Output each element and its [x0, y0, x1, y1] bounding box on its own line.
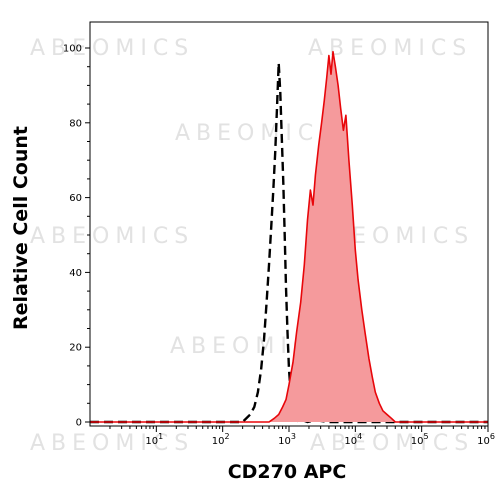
- watermark-text: ABEOMICS: [310, 431, 474, 456]
- y-tick-label: 20: [69, 343, 82, 354]
- watermark-text: ABEOMICS: [175, 121, 339, 146]
- x-tick-label: 103: [278, 432, 296, 447]
- watermark-text: ABEOMICS: [30, 431, 194, 456]
- x-tick-label: 102: [212, 432, 230, 447]
- x-axis-title: CD270 APC: [228, 461, 347, 483]
- y-axis-title: Relative Cell Count: [10, 126, 32, 330]
- y-tick-label: 40: [69, 268, 82, 279]
- y-tick-label: 60: [69, 193, 82, 204]
- watermark-text: ABEOMICS: [30, 36, 194, 61]
- watermark-layer: ABEOMICS ABEOMICS ABEOMICS ABEOMICS ABEOMICS…: [30, 36, 474, 456]
- watermark-text: ABEOMICS: [30, 224, 194, 249]
- y-tick-label: 100: [63, 44, 82, 55]
- y-tick-label: 80: [69, 118, 82, 129]
- x-tick-label: 106: [477, 432, 495, 447]
- red-histogram-line: [90, 50, 488, 423]
- plot-marks: [90, 50, 488, 424]
- control-histogram-dashed-line: [90, 62, 488, 424]
- y-tick-label: 0: [76, 418, 82, 429]
